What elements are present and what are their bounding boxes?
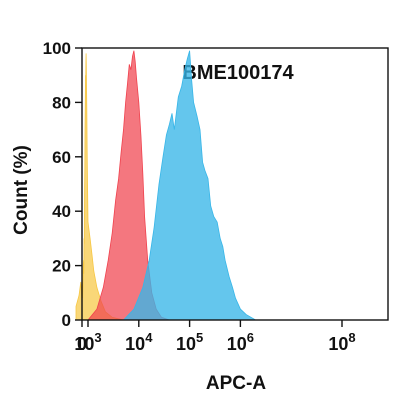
y-axis-label: Count (%) <box>11 145 32 235</box>
y-tick-label-5: 100 <box>43 39 71 58</box>
y-tick-label-1: 20 <box>52 257 71 276</box>
x-tick-label-2: 104 <box>125 330 153 354</box>
y-axis: 0 20 40 60 80 100 <box>43 39 82 330</box>
y-tick-label-2: 40 <box>52 202 71 221</box>
plot-area <box>75 47 389 321</box>
histogram-series-2 <box>122 50 258 321</box>
y-tick-label-0: 0 <box>62 311 71 330</box>
x-tick-label-0: 0 <box>77 334 87 354</box>
y-tick-label-4: 80 <box>52 93 71 112</box>
x-tick-label-5: 108 <box>328 330 355 354</box>
chart-title: BME100174 <box>182 62 294 84</box>
x-tick-label-3: 105 <box>176 330 203 354</box>
x-axis-label: APC-A <box>206 373 266 394</box>
y-tick-label-3: 60 <box>52 148 71 167</box>
x-tick-label-1: 103 <box>74 330 101 354</box>
x-tick-label-4: 106 <box>227 330 254 354</box>
plot-frame <box>81 47 389 321</box>
